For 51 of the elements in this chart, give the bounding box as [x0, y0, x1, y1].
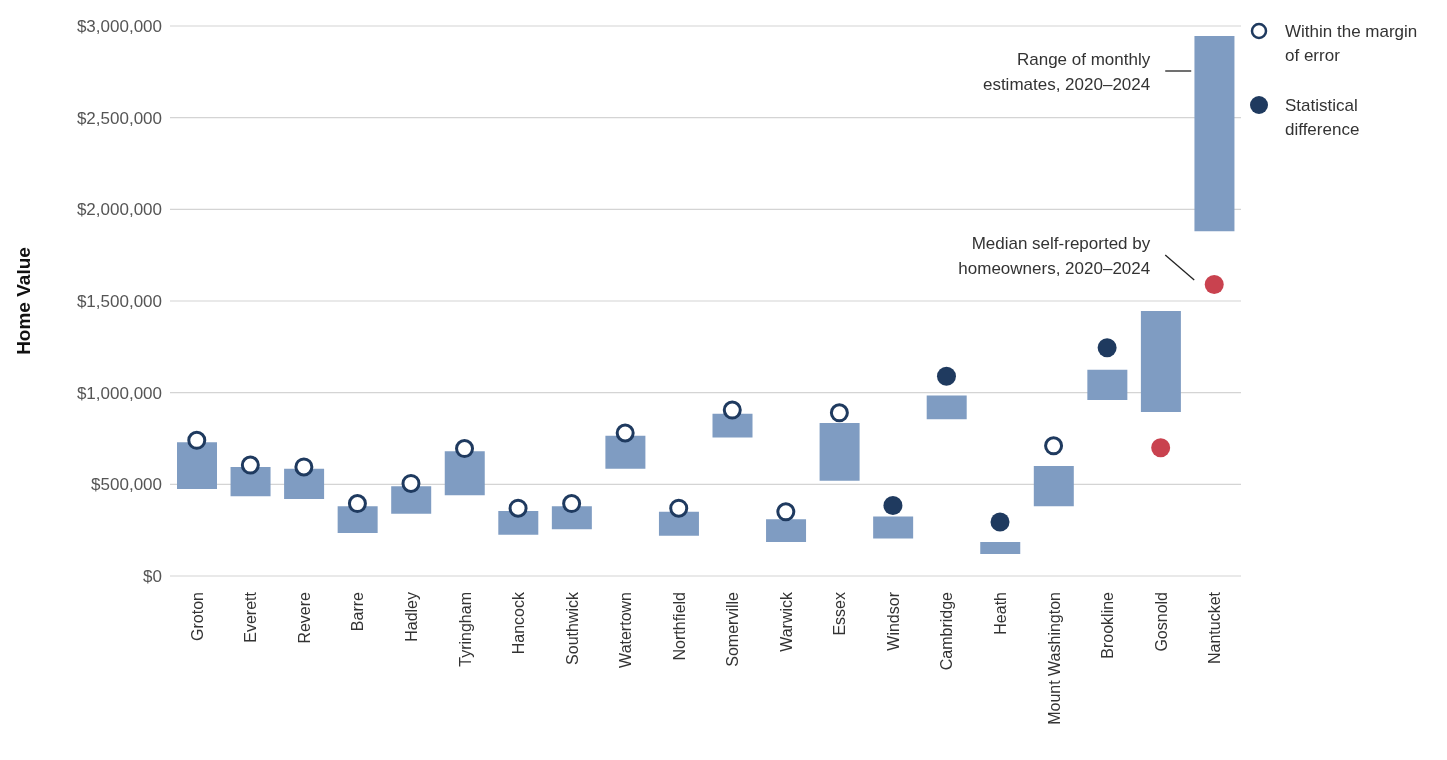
x-tick-label: Everett — [242, 591, 260, 643]
bar — [1033, 466, 1074, 507]
x-tick-label: Mount Washington — [1045, 592, 1063, 725]
bar — [177, 442, 217, 489]
annotation: Range of monthly estimates, 2020–2024 — [982, 49, 1151, 94]
y-tick-label: $2,000,000 — [76, 200, 162, 220]
bar — [766, 519, 807, 543]
y-tick-label: $1,500,000 — [76, 292, 162, 312]
x-tick-label: Nantucket — [1206, 591, 1224, 665]
x-tick-label: Somerville — [724, 591, 742, 667]
x-tick-label: Tyringham — [456, 592, 474, 667]
bar — [1087, 369, 1128, 400]
bar — [980, 542, 1021, 554]
y-tick-label: $2,500,000 — [76, 108, 162, 128]
x-tick-label: Southwick — [563, 591, 581, 665]
bar — [712, 413, 753, 438]
y-axis-title: Home Value — [12, 247, 34, 355]
annotation: Median self-reported by homeowners, 2020–2024 — [958, 233, 1151, 278]
x-tick-label: Watertown — [617, 592, 635, 668]
bar — [873, 516, 914, 539]
bar — [605, 435, 646, 469]
x-tick-label: Hancock — [510, 591, 528, 655]
x-tick-label: Barre — [349, 591, 367, 632]
bar — [230, 466, 271, 497]
bar — [284, 468, 325, 499]
x-tick-label: Hadley — [402, 592, 420, 642]
x-tick-label: Heath — [992, 592, 1010, 635]
bar — [391, 486, 432, 514]
y-tick-label: $1,000,000 — [76, 383, 162, 403]
x-tick-label: Cambridge — [938, 591, 956, 671]
y-tick-label: $3,000,000 — [76, 17, 162, 37]
x-tick-label: Warwick — [777, 591, 795, 652]
x-tick-label: Revere — [295, 591, 313, 644]
x-tick-label: Brookline — [1099, 591, 1117, 659]
bar — [658, 511, 699, 536]
x-tick-label: Essex — [831, 592, 849, 636]
bar — [819, 422, 860, 481]
bar — [1140, 311, 1181, 412]
bar — [1194, 36, 1235, 232]
bar — [337, 506, 378, 533]
x-tick-label: Gosnold — [1152, 592, 1170, 652]
bar — [498, 510, 539, 535]
bar — [926, 395, 967, 420]
bar — [444, 451, 485, 496]
x-tick-label: Windsor — [884, 591, 902, 651]
x-tick-label: Groton — [188, 592, 206, 641]
y-tick-label: $0 — [143, 567, 162, 587]
y-tick-label: $500,000 — [91, 475, 162, 495]
legend-label: Statistical difference — [1285, 95, 1361, 141]
legend-label: Within the margin of error — [1285, 21, 1419, 67]
x-tick-label: Northfield — [670, 592, 688, 661]
